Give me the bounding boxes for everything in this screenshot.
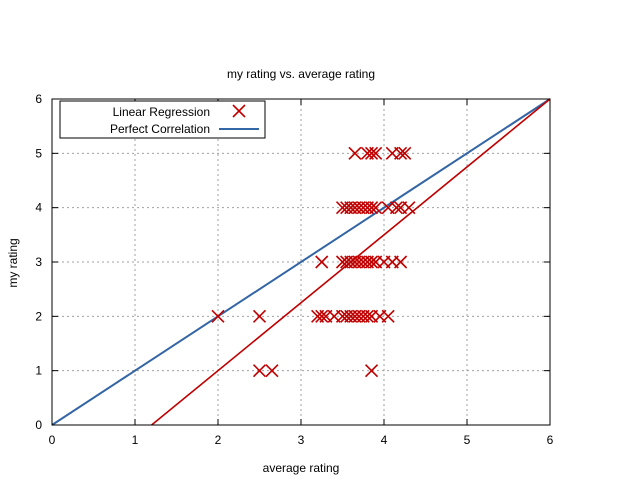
scatter-point [364,201,379,215]
scatter-point-stroke [252,364,267,378]
x-axis-label: average rating [263,461,340,475]
scatter-point-stroke [364,201,379,215]
scatter-point-stroke [381,309,395,323]
scatter-point-stroke [265,364,279,378]
x-tick-label: 6 [547,433,554,447]
scatter-point-stroke [369,146,383,160]
x-tick-label: 4 [381,433,388,447]
scatter-point-stroke [315,309,329,323]
scatter-point-stroke [315,255,329,269]
scatter-point [315,309,329,323]
legend-box [59,100,266,139]
series-lines [51,98,551,426]
scatter-point-stroke [402,201,416,215]
axis-ticks: 0 1 2 3 4 5 6 0 1 2 3 4 5 6 [35,92,553,447]
scatter-point [389,201,404,215]
y-tick-label: 2 [35,309,42,323]
scatter-point-stroke [389,201,404,215]
legend-label-regression: Linear Regression [113,105,210,119]
x-tick-label: 1 [132,433,139,447]
y-tick-label: 5 [35,146,42,160]
scatter-point [265,364,279,378]
legend-label-perfect: Perfect Correlation [110,122,210,136]
scatter-point-stroke [394,255,408,269]
y-tick-label: 4 [35,201,42,215]
y-tick-label: 3 [35,255,42,269]
scatter-points [211,146,416,378]
scatter-point-stroke [364,146,379,160]
scatter-point [364,364,379,378]
scatter-point [315,255,329,269]
scatter-point [398,146,412,160]
scatter-point-stroke [369,201,383,215]
x-tick-label: 5 [464,433,471,447]
scatter-point [348,146,362,160]
scatter-point [252,364,267,378]
legend-marker-regression [232,104,246,118]
y-tick-label: 1 [35,364,42,378]
x-tick-label: 3 [298,433,305,447]
scatter-point-stroke [364,255,379,269]
scatter-point [369,146,383,160]
scatter-point-stroke [348,146,362,160]
scatter-point [394,255,408,269]
scatter-point-stroke [360,309,374,323]
scatter-point [394,146,408,160]
x-tick-label: 0 [49,433,56,447]
scatter-point [381,309,395,323]
scatter-point-stroke [252,309,267,323]
scatter-point [252,309,267,323]
scatter-point [402,201,416,215]
chart-title: my rating vs. average rating [227,67,375,81]
scatter-point [364,255,379,269]
scatter-point-stroke [394,146,408,160]
scatter-point-stroke [398,146,412,160]
y-tick-label: 0 [35,418,42,432]
scatter-point [360,309,374,323]
scatter-point [211,309,225,323]
scatter-point-stroke [364,364,379,378]
legend: Linear Regression Perfect Correlation [59,100,266,139]
scatter-point [364,146,379,160]
y-tick-label: 6 [35,92,42,106]
y-axis-label: my rating [6,238,20,287]
x-tick-label: 2 [215,433,222,447]
scatter-point [369,201,383,215]
perfect-correlation-line [51,98,551,426]
scatter-point-stroke [211,309,225,323]
